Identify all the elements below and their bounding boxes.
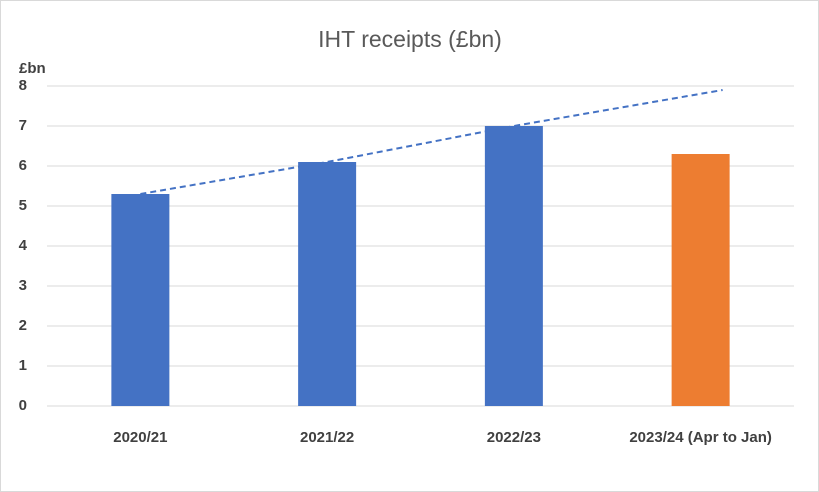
x-tick-label: 2022/23 — [486, 429, 541, 446]
bar — [484, 126, 543, 406]
y-tick-label: 5 — [19, 197, 27, 214]
y-tick-label: 7 — [19, 117, 27, 134]
y-tick-label: 2 — [19, 317, 27, 334]
bar — [298, 162, 357, 406]
trend-line — [140, 89, 723, 195]
y-tick-label: 4 — [19, 237, 28, 254]
x-tick-label: 2020/21 — [113, 429, 168, 446]
bar — [671, 154, 730, 406]
bar — [111, 194, 170, 406]
y-tick-label: 1 — [19, 357, 27, 374]
y-tick-label: 8 — [19, 77, 27, 94]
y-axis-label: £bn — [19, 60, 46, 77]
y-tick-label: 6 — [19, 157, 27, 174]
x-tick-label: 2023/24 (Apr to Jan) — [629, 429, 772, 446]
chart-title: IHT receipts (£bn) — [318, 26, 502, 52]
y-tick-label: 0 — [19, 397, 27, 414]
x-tick-label: 2021/22 — [300, 429, 355, 446]
y-tick-label: 3 — [19, 277, 27, 294]
